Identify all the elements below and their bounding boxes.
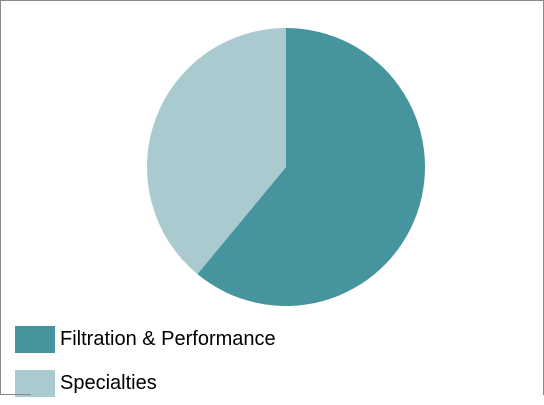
legend-label-filtration-performance: Filtration & Performance xyxy=(60,327,276,350)
legend-item-specialties: Specialties xyxy=(15,361,276,405)
legend-swatch-filtration-performance xyxy=(15,325,55,353)
legend-item-filtration-performance: Filtration & Performance xyxy=(15,317,276,361)
legend-label-specialties: Specialties xyxy=(60,371,157,394)
chart-legend: Filtration & Performance Specialties xyxy=(15,317,276,405)
pie-chart xyxy=(147,28,426,306)
pie-slice-specialties xyxy=(147,28,286,275)
pie-chart-area xyxy=(1,1,544,321)
legend-swatch-specialties xyxy=(15,369,55,397)
pie-slice-filtration-performance xyxy=(197,28,426,306)
